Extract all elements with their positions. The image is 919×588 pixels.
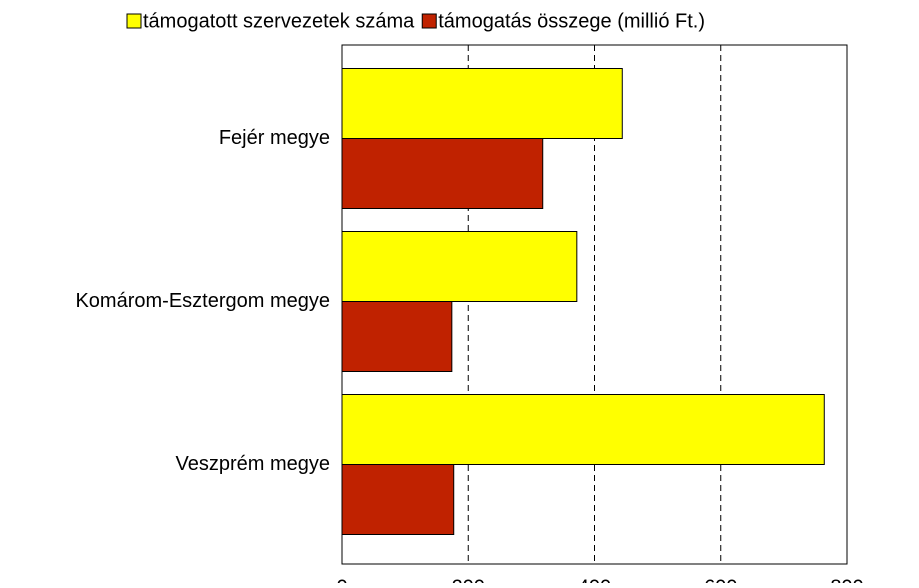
legend-swatch: [421, 13, 437, 29]
bar: [341, 68, 623, 139]
legend-label: támogatás összege (millió Ft.): [438, 10, 705, 32]
bar: [341, 301, 453, 372]
x-tick-label: 200: [452, 576, 485, 583]
legend-label: támogatott szervezetek száma: [143, 10, 415, 32]
bar: [341, 464, 455, 535]
y-tick-label: Fejér megye: [219, 127, 330, 149]
bar: [341, 138, 544, 209]
plot-frame: [341, 44, 848, 565]
bar: [341, 231, 578, 302]
x-tick-label: 600: [704, 576, 737, 583]
x-tick-label: 400: [578, 576, 611, 583]
x-tick-label: 800: [830, 576, 863, 583]
legend-swatch: [126, 13, 142, 29]
bar: [341, 394, 825, 465]
y-tick-label: Komárom-Esztergom megye: [75, 290, 330, 312]
x-tick-label: 0: [336, 576, 347, 583]
y-tick-label: Veszprém megye: [175, 453, 330, 475]
